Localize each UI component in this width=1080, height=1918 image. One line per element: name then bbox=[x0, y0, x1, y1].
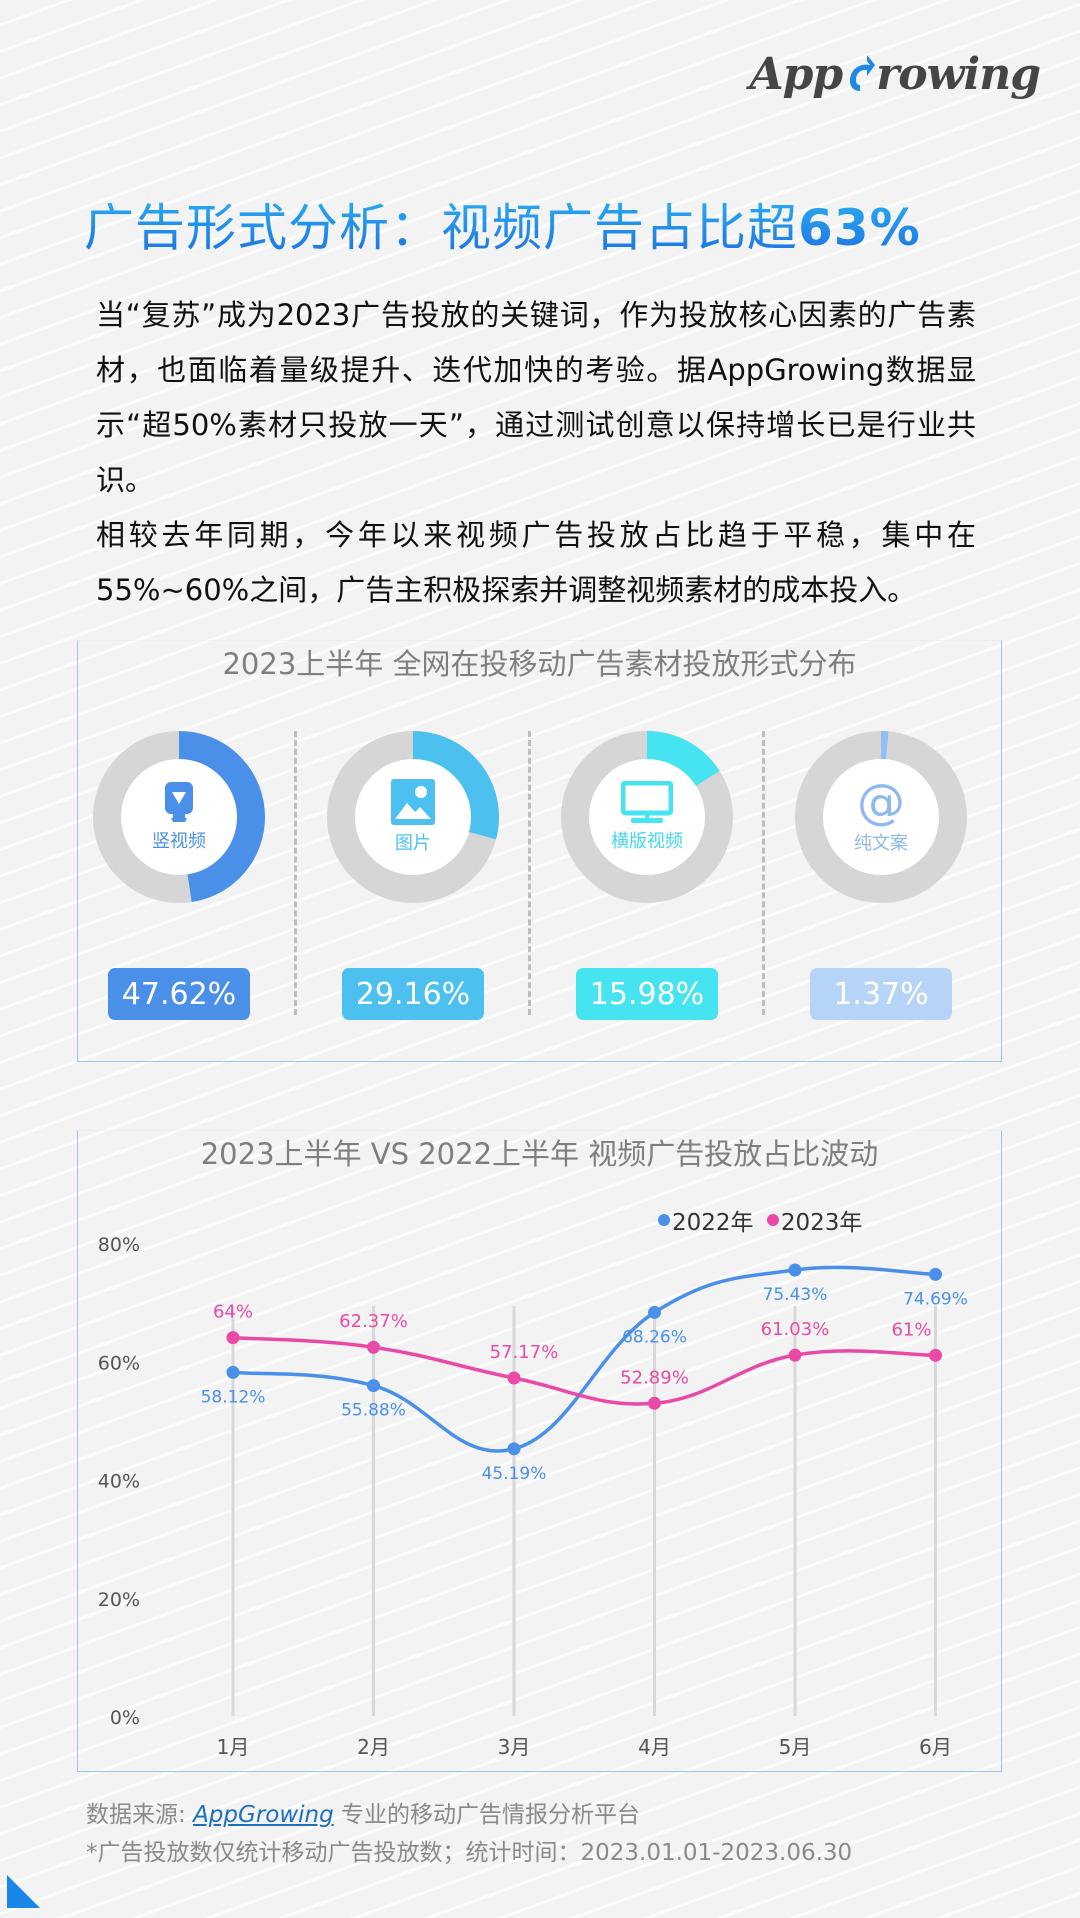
format-percent-badge: 15.98% bbox=[576, 968, 718, 1020]
data-label: 61% bbox=[891, 1319, 931, 1340]
video-share-trend-title: 2023上半年 VS 2022上半年 视频广告投放占比波动 bbox=[200, 1137, 879, 1171]
appgrowing-logo: App rowing bbox=[749, 44, 1041, 104]
data-point bbox=[648, 1396, 661, 1410]
title-main: 广告形式分析：视频广告占比超 bbox=[84, 199, 798, 257]
format-percent-badge: 29.16% bbox=[342, 968, 484, 1020]
donut-center: @ 纯文案 bbox=[823, 759, 939, 875]
title-highlight: 63% bbox=[798, 199, 921, 257]
data-label: 68.26% bbox=[622, 1327, 687, 1347]
data-label: 58.12% bbox=[201, 1387, 266, 1407]
y-tick-label: 60% bbox=[98, 1352, 140, 1374]
y-tick-label: 80% bbox=[98, 1234, 140, 1256]
y-tick-label: 40% bbox=[98, 1471, 140, 1493]
y-tick-label: 0% bbox=[110, 1707, 140, 1729]
data-label: 61.03% bbox=[761, 1319, 830, 1340]
vertical-video-icon bbox=[165, 782, 193, 822]
appgrowing-link[interactable]: AppGrowing bbox=[193, 1802, 334, 1828]
x-tick-label: 4月 bbox=[638, 1735, 671, 1759]
format-distribution-title: 2023上半年 全网在投移动广告素材投放形式分布 bbox=[222, 647, 857, 681]
legend-item-2022: 2022年 bbox=[658, 1210, 754, 1236]
data-source: 数据来源: AppGrowing 专业的移动广告情报分析平台 bbox=[86, 1802, 641, 1828]
donut-ring bbox=[561, 731, 733, 903]
intro-paragraph-1: 当“复苏”成为2023广告投放的关键词，作为投放核心因素的广告素材，也面临着量级… bbox=[96, 298, 976, 497]
data-label: 57.17% bbox=[490, 1342, 559, 1363]
donut-center: 图片 bbox=[355, 759, 471, 875]
data-point bbox=[929, 1267, 942, 1281]
monitor-icon bbox=[621, 781, 673, 823]
data-point bbox=[226, 1331, 240, 1345]
data-point bbox=[367, 1340, 380, 1354]
x-tick-label: 6月 bbox=[919, 1735, 952, 1759]
y-tick-label: 20% bbox=[98, 1589, 140, 1611]
growth-arrow-icon bbox=[850, 55, 876, 91]
data-point bbox=[648, 1305, 661, 1319]
format-percent-badge: 1.37% bbox=[810, 968, 952, 1020]
corner-triangle-decoration bbox=[7, 1875, 40, 1908]
data-point bbox=[507, 1371, 521, 1385]
x-tick-label: 3月 bbox=[498, 1735, 531, 1759]
legend-dot-icon bbox=[766, 1213, 779, 1226]
data-label: 75.43% bbox=[763, 1285, 828, 1305]
line-chart: 0% 20% 40% 60% 80% 1月 2月 3月 4月 5月 6月 58.12% 55.88% 45… bbox=[98, 1234, 968, 1759]
donut-center: 横版视频 bbox=[589, 759, 705, 875]
data-point bbox=[226, 1365, 240, 1379]
dashed-divider bbox=[528, 731, 531, 1015]
data-label: 74.69% bbox=[903, 1289, 968, 1309]
data-point bbox=[929, 1348, 942, 1362]
legend-item-2023: 2023年 bbox=[766, 1210, 862, 1236]
format-label: 竖视频 bbox=[152, 831, 206, 852]
donut-ring bbox=[795, 731, 967, 903]
data-label: 64% bbox=[213, 1302, 253, 1323]
at-sign-icon: @ bbox=[857, 774, 905, 830]
data-point bbox=[788, 1348, 802, 1362]
x-tick-label: 5月 bbox=[779, 1735, 812, 1759]
logo-text-prefix: App bbox=[749, 48, 843, 100]
series-line-2023年 bbox=[232, 1335, 936, 1406]
x-tick-label: 1月 bbox=[217, 1735, 250, 1759]
donut-center: 竖视频 bbox=[121, 759, 237, 875]
donut-ring bbox=[93, 731, 265, 903]
donut-ring bbox=[327, 731, 499, 903]
data-point bbox=[507, 1442, 521, 1456]
format-item-image: 图片 29.16% bbox=[312, 731, 546, 1031]
format-percent-badge: 47.62% bbox=[108, 968, 250, 1020]
legend-dot-icon bbox=[658, 1213, 670, 1226]
data-point bbox=[367, 1379, 380, 1393]
footer: 数据来源: AppGrowing 专业的移动广告情报分析平台 *广告投放数仅统计… bbox=[86, 1796, 852, 1872]
footnote: *广告投放数仅统计移动广告投放数；统计时间：2023.01.01-2023.06… bbox=[86, 1840, 853, 1866]
data-label: 52.89% bbox=[620, 1367, 689, 1388]
video-share-trend-card: 2023上半年 VS 2022上半年 视频广告投放占比波动 2022年 2023… bbox=[77, 1130, 1002, 1772]
format-item-text-only: @ 纯文案 1.37% bbox=[780, 731, 1014, 1031]
data-point bbox=[788, 1263, 802, 1277]
data-label: 45.19% bbox=[482, 1464, 547, 1484]
image-icon bbox=[391, 779, 435, 825]
format-item-horizontal-video: 横版视频 15.98% bbox=[546, 731, 780, 1031]
intro-paragraph-2: 相较去年同期，今年以来视频广告投放占比趋于平稳，集中在55%~60%之间，广告主… bbox=[96, 518, 976, 607]
dashed-divider bbox=[294, 731, 297, 1015]
page-title: 广告形式分析：视频广告占比超63% bbox=[84, 188, 921, 260]
format-label: 横版视频 bbox=[611, 831, 683, 852]
data-label: 55.88% bbox=[341, 1401, 406, 1421]
data-label: 62.37% bbox=[339, 1311, 408, 1332]
format-label: 图片 bbox=[395, 833, 431, 854]
format-label: 纯文案 bbox=[854, 833, 908, 854]
logo-text-suffix: rowing bbox=[876, 48, 1041, 100]
format-item-vertical-video: 竖视频 47.62% bbox=[78, 731, 312, 1031]
format-distribution-card: 2023上半年 全网在投移动广告素材投放形式分布 竖视频 47.62% bbox=[77, 640, 1002, 1062]
series-line-2022年 bbox=[232, 1265, 936, 1453]
intro-text: 当“复苏”成为2023广告投放的关键词，作为投放核心因素的广告素材，也面临着量级… bbox=[96, 288, 976, 618]
dashed-divider bbox=[762, 731, 765, 1015]
chart-legend: 2022年 2023年 bbox=[658, 1203, 862, 1237]
x-tick-label: 2月 bbox=[357, 1735, 390, 1759]
